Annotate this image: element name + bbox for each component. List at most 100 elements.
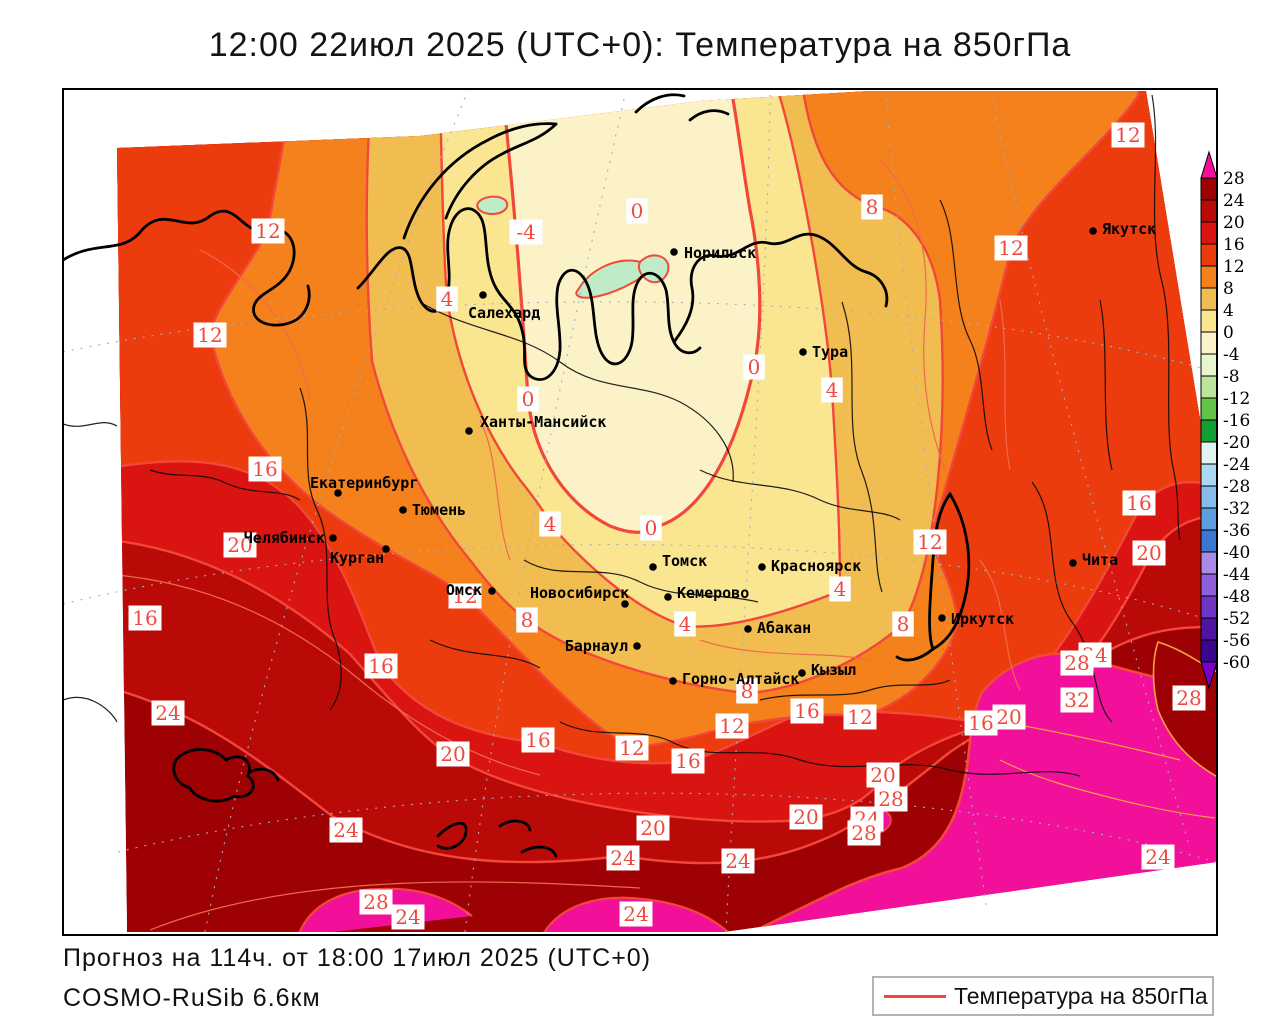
minor-contour xyxy=(999,299,1011,471)
contour-label-box xyxy=(640,515,662,541)
page-title: 12:00 22июл 2025 (UTC+0): Температура на… xyxy=(208,26,1072,64)
admin-border xyxy=(149,469,301,501)
contour-label-box xyxy=(516,607,538,633)
contour-label-value: 16 xyxy=(1126,491,1151,515)
contour-label-box xyxy=(615,735,649,761)
coastline xyxy=(498,819,532,832)
contour-label-box xyxy=(248,456,282,482)
contour-labels: -4 0 0 0 0 4 4 4 4 4 8 8 8 8 12 12 12 12 12 12 12 12 12 16 16 16 1… xyxy=(128,122,1206,930)
city-label: Тура xyxy=(812,343,848,361)
contour-label-box xyxy=(743,354,765,380)
colorbar-cell xyxy=(1200,573,1218,597)
contour-label-value: 0 xyxy=(645,516,658,540)
colorbar-tick-label: 4 xyxy=(1223,301,1234,321)
contour-label-value: 4 xyxy=(441,287,454,311)
colorbar-tick-label: 0 xyxy=(1223,323,1234,343)
contour-label-value: 28 xyxy=(363,890,388,914)
contour-label-box xyxy=(1141,844,1175,870)
coastline xyxy=(688,109,730,122)
minor-contour xyxy=(199,249,311,401)
contour-label-value: 24 xyxy=(1145,845,1170,869)
colorbar-tick-label: 28 xyxy=(1223,169,1245,189)
contour-label-value: 20 xyxy=(1136,541,1161,565)
contour-label-box xyxy=(329,817,363,843)
colorbar-tick-label: -40 xyxy=(1223,543,1250,563)
contour-label-value: 16 xyxy=(368,654,393,678)
colorbar-cell xyxy=(1200,221,1218,245)
coastline xyxy=(436,822,468,850)
contour-label-value: 8 xyxy=(521,608,534,632)
coastline xyxy=(248,767,280,782)
admin-border xyxy=(63,696,118,723)
colorbar-tick-label: -32 xyxy=(1223,499,1250,519)
contour-label-box xyxy=(721,848,755,874)
contour-label-value: 20 xyxy=(640,816,665,840)
graticule-line xyxy=(464,94,626,933)
contour-label-value: 28 xyxy=(1064,651,1089,675)
colorbar-tick-label: 12 xyxy=(1223,257,1245,277)
colorbar-tick-label: 16 xyxy=(1223,235,1245,255)
city-label: Барнаул xyxy=(565,637,628,655)
colorbar-cell xyxy=(1200,309,1218,333)
city-label: Ханты-Мансийск xyxy=(480,413,606,431)
contour-label-box xyxy=(636,815,670,841)
contour-label-box xyxy=(843,704,877,730)
city-label: Иркутск xyxy=(951,610,1014,628)
colorbar-cell xyxy=(1200,287,1218,311)
contour-label-value: 0 xyxy=(522,387,535,411)
contour-label-value: 12 xyxy=(998,236,1023,260)
admin-border xyxy=(63,422,118,427)
contour-label-box xyxy=(1122,490,1156,516)
contour-label-box xyxy=(448,583,482,609)
colorbar-arrow-up xyxy=(1200,150,1218,179)
city-dot xyxy=(1089,227,1097,235)
colorbar-tick-label: -12 xyxy=(1223,389,1250,409)
contour-label-value: 20 xyxy=(793,805,818,829)
contour-label-box xyxy=(994,235,1028,261)
city-dot xyxy=(382,545,390,553)
contour-label-value: 24 xyxy=(725,849,750,873)
colorbar-cell xyxy=(1200,441,1218,465)
admin-border xyxy=(523,559,759,603)
colorbar-cell xyxy=(1200,353,1218,377)
contour-label-box xyxy=(128,605,162,631)
temp-band-tm8_m4 xyxy=(575,259,646,299)
minor-contour xyxy=(117,574,541,776)
contour-label-box xyxy=(847,820,881,846)
city-dot xyxy=(329,534,337,542)
contour-label-box xyxy=(866,762,900,788)
city-dot xyxy=(399,506,407,514)
contour-label-value: -4 xyxy=(516,220,535,244)
contour-label-value: 8 xyxy=(741,679,754,703)
contour-label-value: 4 xyxy=(544,512,557,536)
contour-label-value: 24 xyxy=(623,902,648,926)
legend-box: Температура на 850гПа xyxy=(872,976,1214,1016)
admin-border xyxy=(1151,94,1181,541)
contour-label-box xyxy=(364,653,398,679)
contour-label-box xyxy=(517,386,539,412)
contour-label-value: 24 xyxy=(333,818,358,842)
contour-label-box xyxy=(436,741,470,767)
colorbar-cell xyxy=(1200,199,1218,223)
contour-label-box xyxy=(789,804,823,830)
city-label: Новосибирск xyxy=(530,584,629,602)
contour-label-box xyxy=(913,529,947,555)
contour-label-box xyxy=(251,218,285,244)
city-label: Чита xyxy=(1082,551,1118,569)
colorbar-tick-label: 8 xyxy=(1223,279,1234,299)
contour-label-value: 0 xyxy=(631,199,644,223)
contour-label-value: 16 xyxy=(675,749,700,773)
contour-label-box xyxy=(509,219,543,245)
contour-label-box xyxy=(391,904,425,930)
colorbar-tick-label: -48 xyxy=(1223,587,1250,607)
contour-label-box xyxy=(736,678,758,704)
city-dot xyxy=(670,248,678,256)
temp-band-tm8_m4 xyxy=(638,254,670,284)
colorbar-tick-label: -56 xyxy=(1223,631,1250,651)
city-dot xyxy=(758,563,766,571)
minor-contour xyxy=(999,759,1216,819)
city-label: Норильск xyxy=(684,244,756,262)
city-dot xyxy=(649,563,657,571)
legend-label: Температура на 850гПа xyxy=(954,982,1208,1009)
city-dot xyxy=(1069,559,1077,567)
